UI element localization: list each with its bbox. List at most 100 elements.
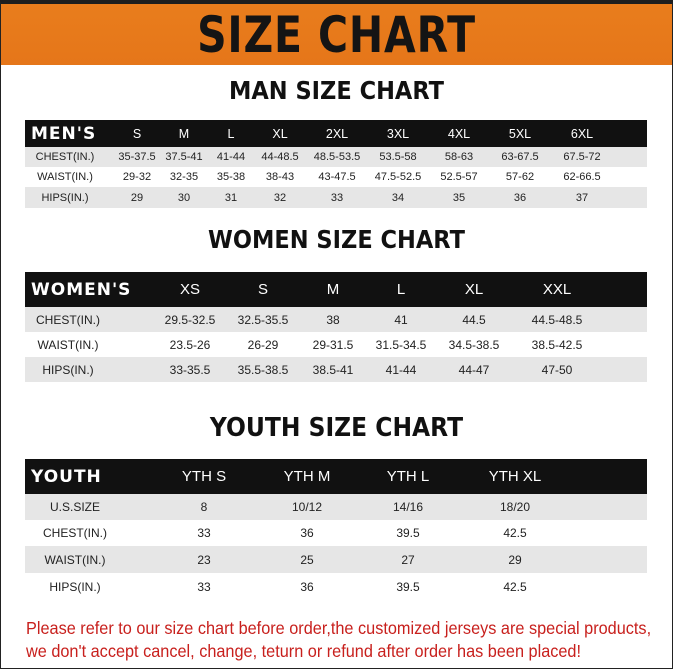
table-row: WAIST(IN.) 29-32 32-35 35-38 38-43 43-47.5 47.… <box>25 167 647 187</box>
size-column-header: XL <box>272 126 288 141</box>
table-cell: 42.5 <box>503 579 527 594</box>
table-cell: 35.5-38.5 <box>237 362 289 377</box>
table-cell: 41 <box>394 312 408 327</box>
table-cell: 36 <box>300 526 314 540</box>
table-cell: 27 <box>401 552 415 567</box>
table-cell: 18/20 <box>499 500 531 514</box>
table-cell: 39.5 <box>396 579 420 594</box>
women-header-label: WOMEN'S <box>31 279 132 300</box>
table-cell: 37.5-41 <box>165 151 203 163</box>
men-section-title: MAN SIZE CHART <box>229 76 444 105</box>
table-cell: 62-66.5 <box>563 171 601 183</box>
table-cell: 42.5 <box>503 526 527 540</box>
table-cell: 44-47 <box>458 362 490 377</box>
table-cell: 29.5-32.5 <box>164 312 216 327</box>
row-label: WAIST(IN.) <box>44 552 106 567</box>
size-column-header: XL <box>464 281 484 298</box>
table-cell: 23.5-26 <box>169 337 211 352</box>
table-cell: 67.5-72 <box>563 151 601 163</box>
table-cell: 8 <box>200 500 208 514</box>
table-cell: 44.5-48.5 <box>531 312 583 327</box>
size-column-header: XXL <box>542 281 572 298</box>
table-cell: 43-47.5 <box>318 171 356 183</box>
table-row: WAIST(IN.) 23 25 27 29 <box>25 546 647 573</box>
table-cell: 47.5-52.5 <box>374 171 422 183</box>
table-cell: 44.5 <box>462 312 486 327</box>
size-column-header: 3XL <box>386 126 410 141</box>
table-cell: 32.5-35.5 <box>237 312 289 327</box>
row-label: CHEST(IN.) <box>43 526 107 540</box>
notice-line-1: Please refer to our size chart before or… <box>26 618 652 638</box>
youth-header-label: YOUTH <box>31 466 102 487</box>
table-row: CHEST(IN.) 29.5-32.5 32.5-35.5 38 41 44.5 44.5… <box>25 307 647 332</box>
women-section-title: WOMEN SIZE CHART <box>208 225 465 254</box>
table-cell: 33 <box>197 579 211 594</box>
youth-section-title: YOUTH SIZE CHART <box>209 413 464 443</box>
table-cell: 38 <box>326 312 340 327</box>
table-cell: 44-48.5 <box>261 151 299 163</box>
size-column-header: 2XL <box>325 126 349 141</box>
table-row: U.S.SIZE 8 10/12 14/16 18/20 <box>25 494 647 520</box>
table-cell: 33 <box>197 526 211 540</box>
table-cell: 29-31.5 <box>312 337 354 352</box>
banner-title: SIZE CHART <box>197 6 476 64</box>
table-cell: 41-44 <box>385 362 417 377</box>
table-cell: 14/16 <box>392 500 424 514</box>
size-column-header: M <box>326 281 340 298</box>
table-cell: 41-44 <box>216 151 246 163</box>
size-column-header: L <box>227 126 235 141</box>
table-cell: 38.5-42.5 <box>531 337 583 352</box>
row-label: CHEST(IN.) <box>36 312 100 327</box>
youth-size-table: YOUTH YTH S YTH M YTH L YTH XL U.S.SIZE 8 10/12… <box>25 459 647 600</box>
table-cell: 10/12 <box>291 500 323 514</box>
banner: SIZE CHART <box>1 4 672 65</box>
men-header-label: MEN'S <box>31 123 97 144</box>
size-column-header: XS <box>179 281 201 298</box>
size-column-header: L <box>396 281 406 298</box>
row-label: HIPS(IN.) <box>41 191 89 204</box>
table-cell: 48.5-53.5 <box>313 151 361 163</box>
table-cell: 35-37.5 <box>118 151 156 163</box>
table-cell: 34.5-38.5 <box>448 337 500 352</box>
size-column-header: 6XL <box>570 126 594 141</box>
table-row: HIPS(IN.) 33-35.5 35.5-38.5 38.5-41 41-44 44-… <box>25 357 647 382</box>
table-cell: 31.5-34.5 <box>375 337 427 352</box>
table-row: CHEST(IN.) 35-37.5 37.5-41 41-44 44-48.5 48.5… <box>25 147 647 167</box>
size-column-header: 4XL <box>447 126 471 141</box>
table-cell: 23 <box>197 552 211 567</box>
table-cell: 38.5-41 <box>312 362 354 377</box>
table-cell: 36 <box>513 191 527 204</box>
size-column-header: M <box>178 126 190 141</box>
table-cell: 32-35 <box>169 171 199 183</box>
women-header-row: WOMEN'S XS S M L XL XXL <box>25 272 647 307</box>
table-row: WAIST(IN.) 23.5-26 26-29 29-31.5 31.5-34.5 34… <box>25 332 647 357</box>
table-cell: 31 <box>224 191 238 204</box>
row-label: HIPS(IN.) <box>49 579 101 594</box>
row-label: CHEST(IN.) <box>35 151 95 163</box>
table-cell: 29 <box>130 191 144 204</box>
table-cell: 58-63 <box>444 151 474 163</box>
table-cell: 35 <box>452 191 466 204</box>
table-cell: 37 <box>575 191 589 204</box>
table-cell: 63-67.5 <box>501 151 539 163</box>
table-row: HIPS(IN.) 33 36 39.5 42.5 <box>25 573 647 600</box>
table-cell: 53.5-58 <box>379 151 417 163</box>
table-cell: 35-38 <box>216 171 246 183</box>
men-header-row: MEN'S S M L XL 2XL 3XL 4XL 5XL 6XL <box>25 120 647 147</box>
table-cell: 29-32 <box>122 171 152 183</box>
table-cell: 39.5 <box>396 526 420 540</box>
table-cell: 32 <box>273 191 287 204</box>
youth-header-row: YOUTH YTH S YTH M YTH L YTH XL <box>25 459 647 494</box>
table-cell: 52.5-57 <box>440 171 478 183</box>
table-cell: 36 <box>300 579 314 594</box>
table-cell: 30 <box>177 191 191 204</box>
size-column-header: YTH L <box>386 468 430 485</box>
row-label: WAIST(IN.) <box>37 337 99 352</box>
table-row: CHEST(IN.) 33 36 39.5 42.5 <box>25 520 647 546</box>
size-column-header: S <box>257 281 269 298</box>
size-column-header: YTH S <box>181 468 227 485</box>
row-label: HIPS(IN.) <box>42 362 94 377</box>
size-column-header: YTH XL <box>488 468 542 485</box>
notice-line-2: we don't accept cancel, change, teturn o… <box>26 641 582 661</box>
table-cell: 26-29 <box>247 337 279 352</box>
